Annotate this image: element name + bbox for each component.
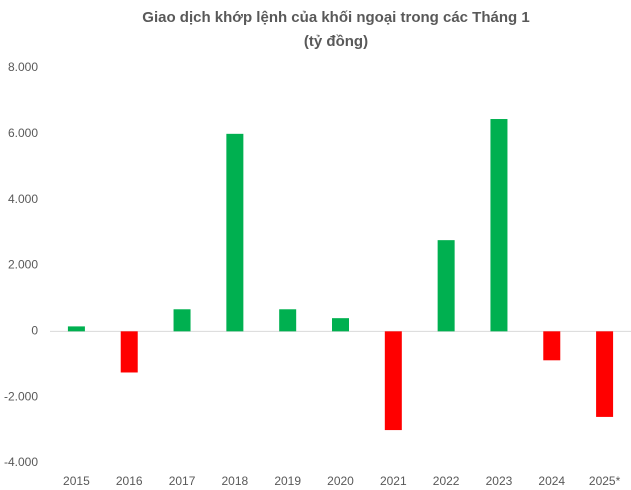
bar: [120, 331, 138, 373]
y-tick-label: 2.000: [8, 258, 38, 272]
bar: [437, 240, 455, 332]
bar: [490, 119, 508, 332]
y-tick-label: 0: [31, 324, 38, 338]
x-tick-label: 2023: [486, 474, 513, 488]
y-tick-label: 8.000: [8, 60, 38, 74]
y-tick-label: 4.000: [8, 192, 38, 206]
x-tick-label: 2016: [116, 474, 143, 488]
x-tick-label: 2021: [380, 474, 407, 488]
bar: [596, 331, 614, 417]
bar: [67, 326, 85, 332]
x-tick-label: 2022: [433, 474, 460, 488]
x-tick-label: 2018: [222, 474, 249, 488]
x-tick-label: 2017: [169, 474, 196, 488]
bar: [543, 331, 561, 361]
y-tick-label: -2.000: [4, 389, 38, 403]
bar: [332, 318, 349, 332]
x-tick-label: 2024: [538, 474, 565, 488]
bar: [226, 133, 244, 332]
bar: [279, 309, 297, 332]
y-tick-label: 6.000: [8, 126, 38, 140]
bar: [173, 309, 191, 332]
chart-subtitle: (tỷ đồng): [304, 33, 368, 50]
x-tick-label: 2015: [63, 474, 90, 488]
x-tick-label: 2020: [327, 474, 354, 488]
chart-title: Giao dịch khớp lệnh của khối ngoại trong…: [142, 9, 529, 26]
x-tick-label: 2019: [274, 474, 301, 488]
y-tick-label: -4.000: [4, 455, 38, 469]
x-tick-label: 2025*: [589, 474, 621, 488]
bar: [384, 331, 402, 431]
